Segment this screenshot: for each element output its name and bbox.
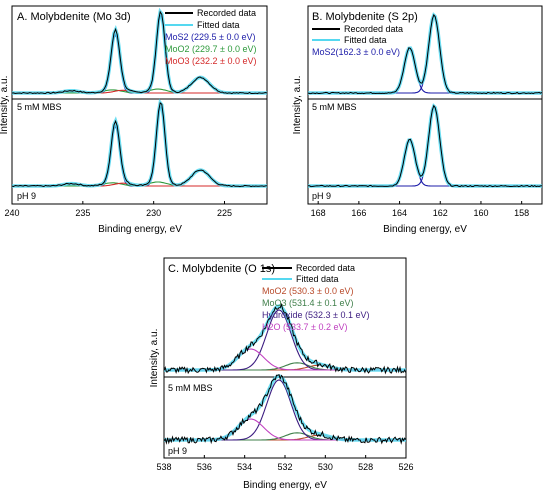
panel-b-x-ticks: 168 166 164 162 160 158 — [311, 201, 529, 218]
panel-b: B. Molybdenite (S 2p) 5 mM MBS pH 9 168 1… — [292, 5, 543, 235]
recorded-curve — [11, 101, 268, 188]
legend-fitted-label: Fitted data — [296, 274, 339, 284]
x-tick-label: 158 — [514, 208, 529, 218]
x-tick-label: 536 — [197, 462, 212, 472]
panel-c-trace-label-2: pH 9 — [168, 446, 187, 456]
x-tick-label: 538 — [156, 462, 171, 472]
panel-b-trace-label-2: pH 9 — [312, 191, 331, 201]
fitted-curve — [12, 98, 267, 188]
panel-c: C. Molybdenite (O 1s) 5 mM MBS pH 9 538 5… — [149, 257, 414, 491]
panel-b-trace-label-1: 5 mM MBS — [312, 102, 357, 112]
panel-a-x-ticks: 240 235 230 225 — [4, 201, 232, 218]
panel-a-frame — [11, 5, 268, 205]
recorded-curve — [163, 374, 407, 445]
component-curve-h2o — [164, 348, 406, 371]
panel-b-title: B. Molybdenite (S 2p) — [312, 11, 418, 23]
panel-a-title: A. Molybdenite (Mo 3d) — [17, 11, 131, 23]
panel-a: A. Molybdenite (Mo 3d) 5 mM MBS pH 9 240… — [0, 5, 268, 235]
legend-moo2-label: MoO2 (530.3 ± 0.0 eV) — [262, 286, 354, 296]
panel-b-plot — [307, 12, 543, 188]
x-tick-label: 160 — [473, 208, 488, 218]
legend-moo3-label: MoO3 (232.2 ± 0.0 eV) — [165, 56, 257, 66]
legend-mos2-label: MoS2 (229.5 ± 0.0 eV) — [165, 32, 256, 42]
x-tick-label: 168 — [311, 208, 326, 218]
panel-c-ylabel: Intensity, a.u. — [149, 329, 160, 388]
recorded-curve — [163, 302, 407, 375]
panel-a-legend: Recorded data Fitted data MoS2 (229.5 ± … — [165, 8, 257, 66]
legend-recorded-label: Recorded data — [197, 8, 256, 18]
x-tick-label: 166 — [351, 208, 366, 218]
legend-moo2-label: MoO2 (229.7 ± 0.0 eV) — [165, 44, 257, 54]
x-tick-label: 534 — [237, 462, 252, 472]
panel-a-ylabel: Intensity, a.u. — [0, 76, 10, 135]
fitted-curve — [308, 103, 542, 188]
component-curve-mos2 — [12, 105, 267, 187]
panel-c-trace-label-1: 5 mM MBS — [168, 383, 213, 393]
x-tick-label: 235 — [75, 208, 90, 218]
x-tick-label: 240 — [4, 208, 19, 218]
recorded-curve — [307, 13, 543, 95]
x-tick-label: 162 — [433, 208, 448, 218]
legend-h2o-label: H2O (533.7 ± 0.2 eV) — [262, 322, 347, 332]
panel-b-xlabel: Binding energy, eV — [383, 224, 467, 235]
x-tick-label: 225 — [217, 208, 232, 218]
legend-moo3-label: MoO3 (531.4 ± 0.1 eV) — [262, 298, 354, 308]
x-tick-label: 532 — [277, 462, 292, 472]
panel-c-plot — [163, 302, 407, 445]
legend-mos2-label: MoS2(162.3 ± 0.0 eV) — [312, 47, 400, 57]
panel-a-trace-label-1: 5 mM MBS — [17, 102, 62, 112]
panel-c-x-ticks: 538 536 534 532 530 528 526 — [156, 455, 414, 472]
panel-c-title: C. Molybdenite (O 1s) — [168, 263, 275, 275]
x-tick-label: 528 — [358, 462, 373, 472]
legend-recorded-label: Recorded data — [296, 263, 355, 273]
panel-b-legend: Recorded data Fitted data MoS2(162.3 ± 0… — [312, 24, 403, 57]
legend-recorded-label: Recorded data — [344, 24, 403, 34]
recorded-curve — [11, 10, 268, 95]
recorded-curve — [307, 104, 543, 188]
panel-c-xlabel: Binding energy, eV — [243, 480, 327, 491]
x-tick-label: 164 — [392, 208, 407, 218]
legend-fitted-label: Fitted data — [344, 35, 387, 45]
component-curve-h2o — [164, 418, 406, 441]
panel-a-plot — [11, 7, 268, 188]
component-curve-mos2-2p3-2 — [308, 105, 542, 187]
legend-fitted-label: Fitted data — [197, 20, 240, 30]
panel-a-trace-label-2: pH 9 — [17, 191, 36, 201]
legend-hydroxide-label: Hydroxide (532.3 ± 0.1 eV) — [262, 310, 370, 320]
panel-b-frame — [307, 5, 543, 205]
x-tick-label: 230 — [146, 208, 161, 218]
panel-b-ylabel: Intensity, a.u. — [292, 76, 303, 135]
panel-c-legend: Recorded data Fitted data MoO2 (530.3 ± … — [262, 263, 370, 332]
x-tick-label: 530 — [318, 462, 333, 472]
x-tick-label: 526 — [398, 462, 413, 472]
panel-a-xlabel: Binding energy, eV — [98, 224, 182, 235]
